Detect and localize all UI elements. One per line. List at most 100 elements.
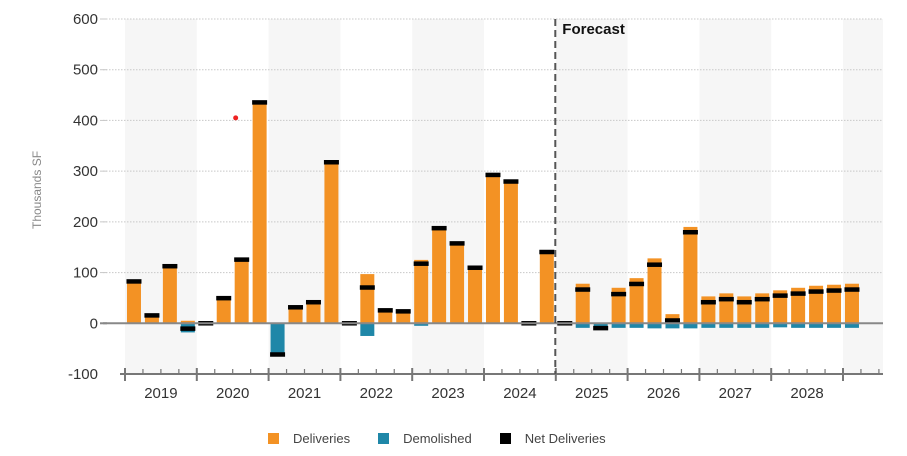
net-deliveries-marker (180, 326, 196, 331)
x-year-label: 2025 (575, 385, 608, 402)
deliveries-bar (450, 242, 465, 324)
demolished-bar (575, 323, 590, 328)
deliveries-bar (629, 278, 644, 324)
legend-label: Deliveries (293, 431, 351, 446)
y-tick-label: 100 (73, 265, 98, 282)
demolished-bar (755, 323, 770, 328)
deliveries-bar (503, 180, 518, 324)
y-tick-label: 600 (73, 11, 98, 28)
legend-item-demolished[interactable]: Demolished (378, 431, 472, 446)
net-deliveries-marker (754, 296, 770, 302)
demolished-bar (593, 323, 608, 329)
deliveries-bar (611, 287, 626, 324)
x-year-label: 2019 (144, 385, 177, 402)
net-deliveries-marker (252, 100, 268, 105)
x-year-label: 2023 (431, 385, 464, 402)
demolished-bar (683, 323, 698, 329)
x-year-label: 2022 (360, 385, 393, 402)
annotations (233, 115, 239, 121)
net-deliveries-marker (844, 287, 860, 292)
deliveries-bar (791, 287, 806, 324)
deliveries-bar (324, 161, 339, 324)
legend-item-deliveries[interactable]: Deliveries (268, 431, 350, 446)
demolished-bar (737, 323, 752, 328)
net-deliveries-marker (611, 291, 627, 297)
deliveries-bar (432, 226, 447, 324)
demolished-bar (809, 323, 824, 328)
demolished-bar (360, 323, 375, 336)
y-tick-label: -100 (68, 366, 98, 383)
deliveries-bar (809, 285, 824, 324)
demolished-bar (719, 323, 734, 328)
net-deliveries-marker (467, 265, 483, 270)
net-deliveries-marker (305, 299, 321, 305)
deliveries-bar (126, 280, 141, 324)
deliveries-bar (468, 266, 483, 324)
deliveries-bar (252, 101, 267, 324)
demolished-bar (701, 323, 716, 328)
net-deliveries-marker (126, 279, 142, 284)
x-year-label: 2028 (790, 385, 823, 402)
net-deliveries-marker (288, 305, 304, 310)
demolished-bar (827, 323, 842, 328)
deliveries-bar (827, 284, 842, 324)
deliveries-bar (844, 283, 859, 324)
deliveries-swatch (268, 433, 279, 444)
forecast-divider: Forecast (554, 19, 625, 374)
net-deliveries-marker (826, 288, 842, 293)
net-deliveries-marker (503, 179, 519, 184)
net-deliveries-marker (449, 241, 465, 246)
net-deliveries-marker (144, 313, 160, 318)
net-deliveries-marker (162, 263, 178, 269)
net-deliveries-marker (682, 229, 698, 235)
deliveries-bar (414, 259, 429, 324)
net-deliveries-marker (539, 249, 555, 255)
red-marker-dot (233, 115, 239, 121)
deliveries-bar (773, 290, 788, 324)
deliveries-bar (485, 173, 500, 324)
net-deliveries-marker (700, 299, 716, 305)
x-axis: 2019 2020 2021 2022 2023 2024 2025 2026 2027 2028 (120, 368, 883, 402)
net-deliveries-marker (216, 295, 232, 301)
bars (126, 100, 860, 357)
demolished-bar (414, 323, 429, 326)
net-deliveries-marker (413, 261, 429, 266)
net-deliveries-marker (431, 225, 447, 231)
demolished-swatch (378, 433, 390, 444)
deliveries-bar (288, 306, 303, 324)
net-deliveries-marker (772, 293, 788, 298)
net-deliveries-marker (808, 289, 824, 294)
x-year-label: 2027 (719, 385, 752, 402)
deliveries-bar (378, 309, 393, 324)
x-year-label: 2026 (647, 385, 680, 402)
deliveries-bar (234, 258, 249, 324)
y-tick-label: 200 (73, 214, 98, 231)
x-year-label: 2020 (216, 385, 249, 402)
net-deliveries-marker (718, 296, 734, 302)
legend-label: Demolished (403, 431, 472, 446)
net-deliveries-marker (593, 325, 609, 331)
net-deliveries-marker (323, 160, 339, 165)
y-axis-ticks: 600 500 400 300 200 100 0 -100 (68, 11, 107, 383)
demolished-bar (773, 323, 788, 328)
demolished-bar (629, 323, 644, 328)
y-tick-label: 0 (90, 315, 98, 332)
deliveries-bar (575, 283, 590, 324)
x-year-label: 2021 (288, 385, 321, 402)
net-deliveries-marker (736, 299, 752, 305)
net-deliveries-marker (629, 281, 645, 287)
legend-item-net-deliveries[interactable]: Net Deliveries (499, 431, 606, 446)
net-deliveries-marker (270, 352, 286, 357)
net-deliveries-swatch (499, 433, 511, 444)
net-deliveries-marker (234, 257, 250, 262)
y-axis-label: Thousands SF (30, 151, 44, 229)
forecast-label: Forecast (562, 21, 625, 38)
demolished-bar (791, 323, 806, 328)
demolished-bar (665, 323, 680, 329)
y-tick-label: 500 (73, 62, 98, 79)
deliveries-bar (647, 258, 662, 324)
demolished-bar (647, 323, 662, 329)
y-tick-label: 400 (73, 112, 98, 129)
y-tick-label: 300 (73, 163, 98, 180)
net-deliveries-marker (359, 285, 375, 290)
